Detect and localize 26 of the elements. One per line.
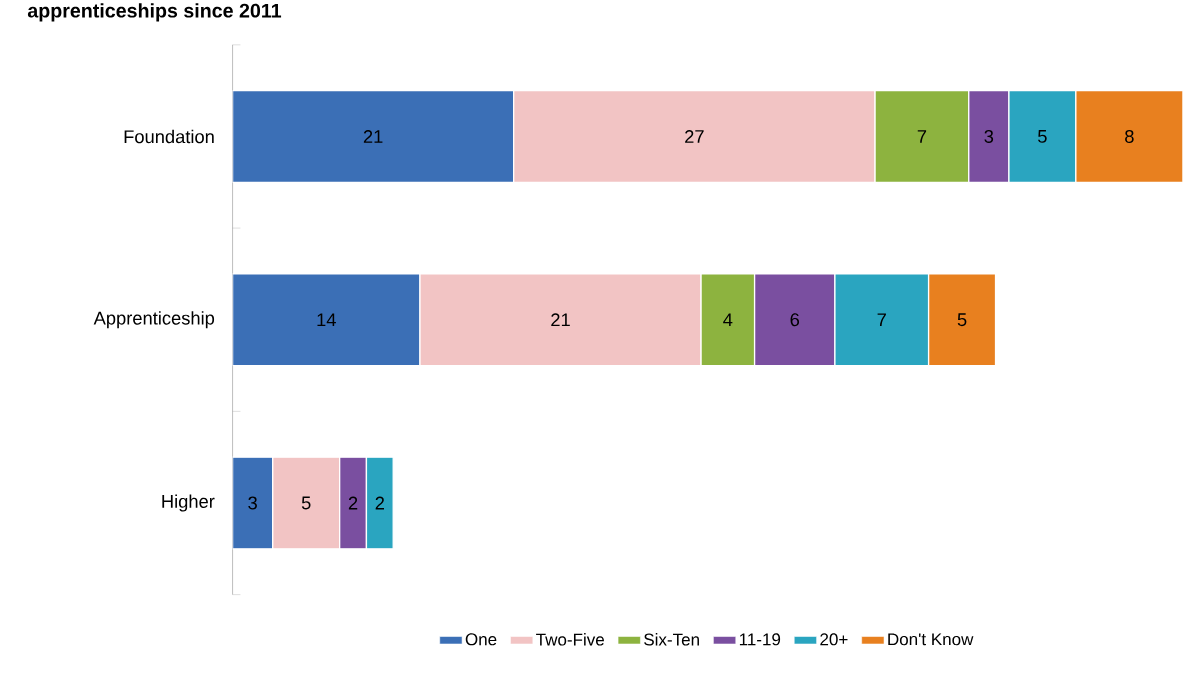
data-label: 2 [375,496,384,510]
data-label: 5 [1038,129,1047,143]
data-label: 14 [317,313,336,326]
y-tick-label: Higher [162,494,215,512]
legend-label: 20+ [820,633,848,646]
data-label: 7 [877,313,886,326]
data-label: 5 [301,496,311,510]
legend-label: One [465,633,497,646]
data-label: 6 [790,313,800,327]
data-label: 4 [723,313,733,326]
data-label: 7 [917,129,927,143]
y-tick-label: Apprenticeship [93,310,215,329]
y-tick-label: Foundation [124,129,214,144]
data-label: 3 [984,129,994,143]
data-label: 21 [363,129,383,143]
data-label: 8 [1125,129,1134,143]
legend-label: Six-Ten [644,632,699,646]
chart-title: apprenticeships since 2011 [27,3,282,22]
data-label: 3 [248,496,257,510]
data-label: 5 [957,313,967,326]
legend-label: 11-19 [739,633,781,646]
data-label: 21 [551,313,570,326]
legend-label: Two-Five [536,632,604,646]
data-label: 27 [685,129,704,143]
legend-label: Don't Know [888,633,974,646]
data-label: 2 [348,496,358,510]
